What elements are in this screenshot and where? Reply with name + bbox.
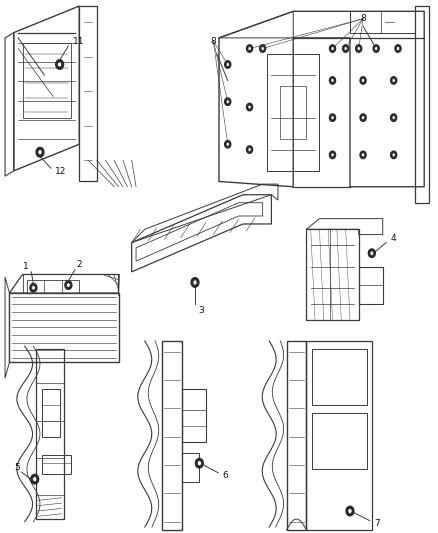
Circle shape: [360, 151, 366, 159]
Circle shape: [225, 98, 231, 106]
Circle shape: [329, 45, 336, 52]
Circle shape: [67, 283, 70, 287]
Circle shape: [391, 114, 397, 122]
Circle shape: [361, 116, 365, 119]
Circle shape: [261, 46, 264, 51]
Circle shape: [357, 46, 360, 51]
Circle shape: [374, 46, 378, 51]
Circle shape: [225, 61, 231, 68]
Circle shape: [392, 78, 395, 83]
Circle shape: [57, 62, 62, 67]
Circle shape: [247, 146, 253, 154]
Circle shape: [30, 284, 37, 292]
Circle shape: [32, 286, 35, 290]
Circle shape: [373, 45, 379, 52]
Text: 2: 2: [77, 261, 82, 269]
Circle shape: [260, 45, 266, 52]
Text: 7: 7: [374, 519, 380, 528]
Circle shape: [331, 116, 334, 119]
Circle shape: [331, 153, 334, 157]
Circle shape: [395, 45, 401, 52]
Circle shape: [191, 278, 199, 287]
Circle shape: [361, 78, 365, 83]
Circle shape: [344, 46, 347, 51]
Circle shape: [226, 142, 230, 146]
Text: 1: 1: [23, 262, 29, 271]
Text: 8: 8: [210, 37, 216, 46]
Circle shape: [329, 77, 336, 84]
Circle shape: [331, 78, 334, 83]
Circle shape: [391, 151, 397, 159]
Circle shape: [248, 46, 251, 51]
Circle shape: [329, 151, 336, 159]
Circle shape: [247, 45, 253, 52]
Circle shape: [392, 116, 395, 119]
Circle shape: [360, 114, 366, 122]
Circle shape: [392, 153, 395, 157]
Text: 3: 3: [198, 306, 204, 315]
Text: 4: 4: [390, 234, 396, 243]
Circle shape: [226, 62, 230, 67]
Circle shape: [31, 474, 39, 484]
Circle shape: [38, 150, 42, 155]
Text: 12: 12: [55, 167, 67, 176]
Circle shape: [226, 100, 230, 103]
Circle shape: [331, 46, 334, 51]
Circle shape: [391, 77, 397, 84]
Circle shape: [36, 148, 44, 157]
Circle shape: [56, 60, 64, 69]
Circle shape: [348, 508, 352, 513]
Circle shape: [195, 458, 203, 468]
Text: 6: 6: [223, 471, 228, 480]
Circle shape: [247, 103, 253, 111]
Circle shape: [360, 77, 366, 84]
Circle shape: [248, 148, 251, 151]
Text: 11: 11: [73, 37, 84, 46]
Text: 5: 5: [14, 463, 20, 472]
Circle shape: [33, 477, 37, 482]
Circle shape: [356, 45, 362, 52]
Circle shape: [368, 249, 375, 257]
Circle shape: [370, 251, 374, 255]
Circle shape: [346, 506, 354, 516]
Text: 8: 8: [360, 14, 366, 23]
Circle shape: [65, 281, 72, 289]
Circle shape: [197, 461, 201, 466]
Circle shape: [343, 45, 349, 52]
Circle shape: [361, 153, 365, 157]
Circle shape: [329, 114, 336, 122]
Circle shape: [396, 46, 399, 51]
Circle shape: [248, 105, 251, 109]
Circle shape: [193, 280, 197, 285]
Circle shape: [225, 141, 231, 148]
